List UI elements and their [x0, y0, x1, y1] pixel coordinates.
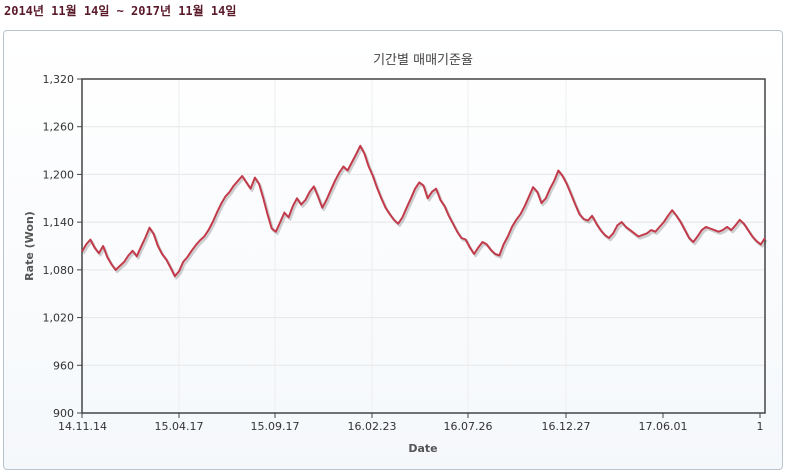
y-tick-label: 1,020: [43, 312, 75, 325]
grid-lines: [82, 78, 765, 414]
x-axis-title: Date: [408, 442, 437, 455]
x-axis: 14.11.14 15.04.17 15.09.17 16.02.23 16.07.26…: [58, 413, 764, 433]
x-tick-label: 16.12.27: [542, 420, 591, 433]
y-axis-title: Rate (Won): [23, 211, 36, 281]
y-tick-label: 960: [53, 359, 74, 372]
plot-area: [81, 78, 766, 414]
chart-title: 기간별 매매기준율: [373, 53, 473, 68]
x-tick-label: 16.02.23: [348, 420, 397, 433]
x-tick-label: 14.11.14: [58, 420, 107, 433]
y-tick-label: 1,080: [43, 264, 75, 277]
y-tick-label: 1,260: [43, 121, 75, 134]
x-tick-label: 16.07.26: [444, 420, 493, 433]
y-axis: 900 960 1,020 1,080 1,140 1,200 1,260 1,320: [43, 73, 82, 420]
y-tick-label: 1,140: [43, 216, 75, 229]
x-tick-label: 17.06.01: [639, 420, 688, 433]
y-tick-label: 1,320: [43, 73, 75, 86]
x-tick-label: 15.04.17: [155, 420, 204, 433]
period-label: 2014년 11월 14일 ~ 2017년 11월 14일: [4, 4, 237, 18]
x-tick-label: 1: [757, 420, 764, 433]
y-tick-label: 900: [53, 407, 74, 420]
y-tick-label: 1,200: [43, 168, 75, 181]
series-line: [81, 144, 766, 278]
x-tick-label: 15.09.17: [251, 420, 300, 433]
